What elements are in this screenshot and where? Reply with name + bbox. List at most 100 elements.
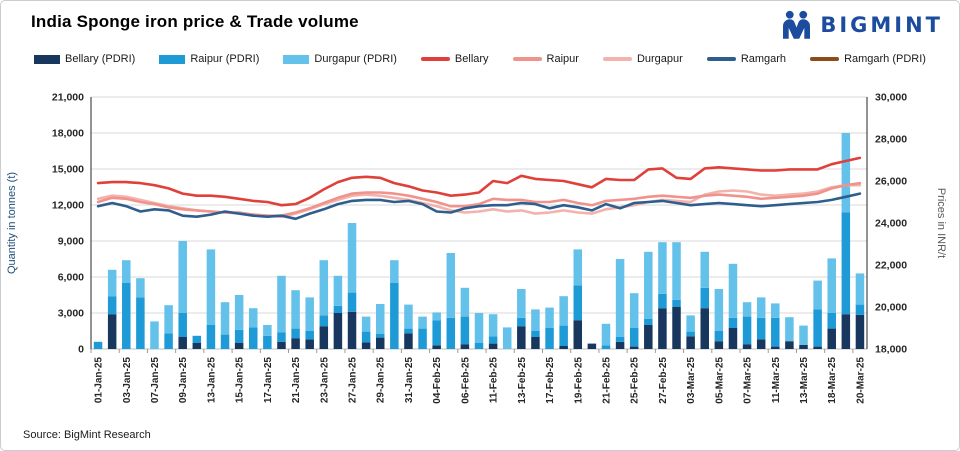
bar-segment-raipur-pdri-06-Mar-25 [728,317,738,328]
source-note: Source: BigMint Research [23,429,151,441]
bar-segment-bellary-pdri-07-Mar-25 [742,344,752,349]
right-axis-tick-label: 30,000 [875,92,907,104]
bar-segment-bellary-pdri-13-Feb-25 [517,326,526,349]
bar-segment-bellary-pdri-18-Feb-25 [559,346,568,349]
bar-segment-durgapur-pdri-09-Jan-25 [178,241,187,313]
bar-segment-raipur-pdri-27-Jan-25 [347,292,357,312]
bar-segment-durgapur-pdri-06-Jan-25 [136,278,145,298]
bar-segment-bellary-pdri-28-Jan-25 [361,342,371,349]
left-axis-tick-label: 6,000 [58,272,84,284]
bar-segment-durgapur-pdri-04-Mar-25 [700,251,709,288]
bar-segment-durgapur-pdri-03-Mar-25 [686,315,695,332]
bar-segment-durgapur-pdri-12-Mar-25 [785,317,794,342]
right-axis-tick-label: 24,000 [875,218,907,230]
bar-segment-bellary-pdri-27-Jan-25 [347,311,357,349]
left-axis-tick-label: 3,000 [58,308,84,320]
bar-segment-durgapur-pdri-03-Jan-25 [122,260,131,283]
bar-segment-bellary-pdri-13-Mar-25 [799,344,808,349]
plot-area: 0 3,000 6,000 9,000 12,000 15,000 18,000 21,000… [52,92,907,404]
legend-item-bellary-pdri: Bellary (PDRI) [34,53,135,65]
left-axis-title: Quantity in tonnes (t) [6,172,18,274]
legend-label: Bellary (PDRI) [65,53,136,65]
x-axis-tick-label: 04-Feb-25 [432,357,443,404]
bar-segment-raipur-pdri-02-Jan-25 [107,296,117,315]
x-axis-tick-label: 03-Jan-25 [122,357,133,404]
bar-segment-durgapur-pdri-16-Jan-25 [249,308,258,328]
legend-item-durgapur-pdri: Durgapur (PDRI) [283,53,397,65]
bar-segment-durgapur-pdri-20-Mar-25 [855,273,865,305]
bar-segment-raipur-pdri-21-Feb-25 [601,345,611,349]
bar-segment-durgapur-pdri-24-Feb-25 [615,259,625,337]
bar-segment-durgapur-pdri-02-Jan-25 [107,269,117,297]
bar-segment-durgapur-pdri-19-Feb-25 [573,249,583,286]
x-axis-tick-label: 03-Mar-25 [686,357,697,404]
x-axis-tick-label: 13-Feb-25 [517,357,528,404]
chart-legend: Bellary (PDRI) Raipur (PDRI) Durgapur (PDR… [1,53,959,65]
bar-segment-bellary-pdri-20-Jan-25 [277,341,286,349]
bar-segment-raipur-pdri-17-Jan-25 [263,335,272,349]
legend-label: Bellary [454,53,489,65]
bar-segment-raipur-pdri-30-Jan-25 [390,283,399,349]
bar-segment-bellary-pdri-10-Mar-25 [756,339,766,349]
x-axis-tick-label: 19-Feb-25 [573,357,584,404]
bar-segment-raipur-pdri-06-Jan-25 [136,297,145,349]
bar-segment-raipur-pdri-29-Jan-25 [375,334,385,338]
bar-segment-raipur-pdri-20-Jan-25 [277,332,286,342]
bar-segment-bellary-pdri-22-Jan-25 [305,339,314,349]
bar-segment-bellary-pdri-05-Mar-25 [714,341,724,349]
bar-segment-raipur-pdri-31-Jan-25 [404,328,413,334]
bar-segment-raipur-pdri-09-Jan-25 [178,313,187,337]
bar-segment-durgapur-pdri-06-Mar-25 [728,263,738,318]
legend-item-durgapur: Durgapur [602,53,683,65]
x-axis-tick-label: 11-Feb-25 [489,357,500,404]
bar-segment-bellary-pdri-04-Mar-25 [700,308,709,349]
bar-segment-bellary-pdri-04-Feb-25 [432,345,441,349]
bigmint-logo: BIGMINT [780,9,943,40]
bar-segment-raipur-pdri-03-Jan-25 [122,283,131,349]
bar-segment-durgapur-pdri-21-Feb-25 [601,323,611,346]
bar-segment-bellary-pdri-11-Mar-25 [771,346,780,349]
bar-segment-durgapur-pdri-13-Mar-25 [799,325,808,345]
bar-segment-durgapur-pdri-28-Jan-25 [361,316,371,332]
x-axis-tick-label: 15-Jan-25 [235,357,246,404]
x-axis-tick-label: 27-Feb-25 [658,357,669,404]
bar-segment-durgapur-pdri-20-Jan-25 [277,275,286,333]
bar-segment-raipur-pdri-28-Feb-25 [672,299,681,307]
bar-segment-durgapur-pdri-11-Feb-25 [488,314,498,337]
x-axis-tick-label: 07-Jan-25 [150,357,161,404]
bar-segment-durgapur-pdri-14-Jan-25 [220,302,230,335]
bar-segment-raipur-pdri-25-Feb-25 [629,328,639,347]
legend-label: Ramgarh (PDRI) [844,53,926,65]
bar-segment-raipur-pdri-17-Feb-25 [545,328,554,349]
bar-segment-durgapur-pdri-08-Jan-25 [164,305,173,334]
bar-segment-raipur-pdri-17-Mar-25 [813,309,822,347]
bar-segment-durgapur-pdri-03-Feb-25 [418,316,427,329]
bar-segment-durgapur-pdri-29-Jan-25 [375,304,385,334]
legend-line-swatch [420,57,450,61]
bar-segment-raipur-pdri-22-Jan-25 [305,331,314,340]
x-axis-tick-label: 25-Feb-25 [630,357,641,404]
bar-segment-bellary-pdri-19-Feb-25 [573,320,583,349]
legend-line-swatch [706,57,736,61]
x-axis-tick-label: 17-Jan-25 [263,357,274,404]
x-axis-tick-label: 13-Mar-25 [799,357,810,404]
bar-segment-bellary-pdri-24-Jan-25 [333,313,343,349]
bar-segment-bellary-pdri-26-Feb-25 [644,325,653,349]
legend-line-swatch [602,57,632,61]
bar-segment-bellary-pdri-18-Mar-25 [827,328,836,349]
bar-segment-bellary-pdri-15-Jan-25 [234,343,244,349]
bigmint-logo-text: BIGMINT [820,12,943,37]
bar-segment-raipur-pdri-07-Mar-25 [742,316,752,345]
right-axis-tick-label: 26,000 [875,176,907,188]
bar-segment-bellary-pdri-24-Feb-25 [615,341,625,349]
legend-item-raipur-pdri: Raipur (PDRI) [159,53,259,65]
bar-segment-raipur-pdri-05-Feb-25 [446,317,456,349]
bar-segment-raipur-pdri-24-Feb-25 [615,337,625,342]
bar-segment-raipur-pdri-06-Feb-25 [460,316,470,345]
left-axis-tick-label: 9,000 [58,236,84,248]
x-axis-tick-label: 23-Jan-25 [319,357,330,404]
x-axis-tick-label: 06-Feb-25 [460,357,471,404]
bar-segment-durgapur-pdri-04-Feb-25 [432,312,441,321]
x-axis-tick-label: 27-Jan-25 [348,357,359,404]
